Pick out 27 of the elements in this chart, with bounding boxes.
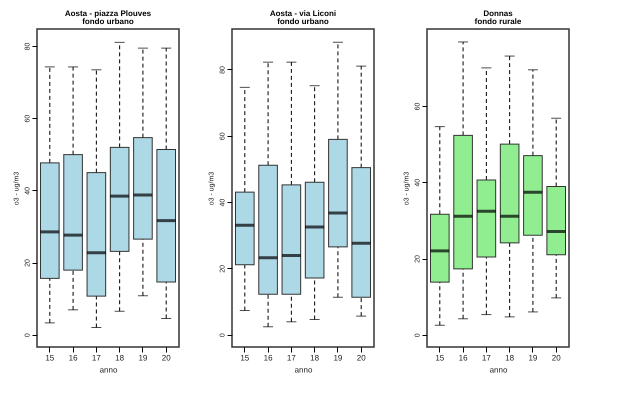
chart-title: Aosta - piazza Plouves <box>64 9 152 18</box>
x-tick-label: 19 <box>528 354 538 362</box>
chart-title: Donnas <box>483 9 514 18</box>
x-tick-label: 18 <box>115 354 125 362</box>
x-tick-label: 17 <box>92 354 102 362</box>
x-tick-label: 16 <box>458 354 468 362</box>
x-tick-label: 18 <box>310 354 320 362</box>
x-tick-label: 15 <box>45 354 55 362</box>
x-tick-label: 15 <box>435 354 445 362</box>
x-tick-label: 20 <box>356 354 366 362</box>
x-tick-label: 16 <box>68 354 78 362</box>
x-axis-title: anno <box>490 366 508 374</box>
x-tick-label: 20 <box>552 354 562 362</box>
x-tick-label: 17 <box>482 354 492 362</box>
chart-subtitle: fondo rurale <box>474 17 522 26</box>
chart-title: Aosta - via Liconi <box>270 9 336 18</box>
x-tick-label: 15 <box>240 354 250 362</box>
chart-subtitle: fondo urbano <box>82 17 134 26</box>
x-tick-label: 20 <box>162 354 172 362</box>
x-tick-label: 18 <box>505 354 515 362</box>
x-tick-label: 19 <box>333 354 343 362</box>
x-tick-label: 19 <box>138 354 148 362</box>
chart-subtitle: fondo urbano <box>277 17 329 26</box>
x-axis-title: anno <box>100 366 118 374</box>
x-axis-title: anno <box>294 366 313 374</box>
x-tick-label: 16 <box>264 354 274 362</box>
x-tick-label: 17 <box>286 354 296 362</box>
